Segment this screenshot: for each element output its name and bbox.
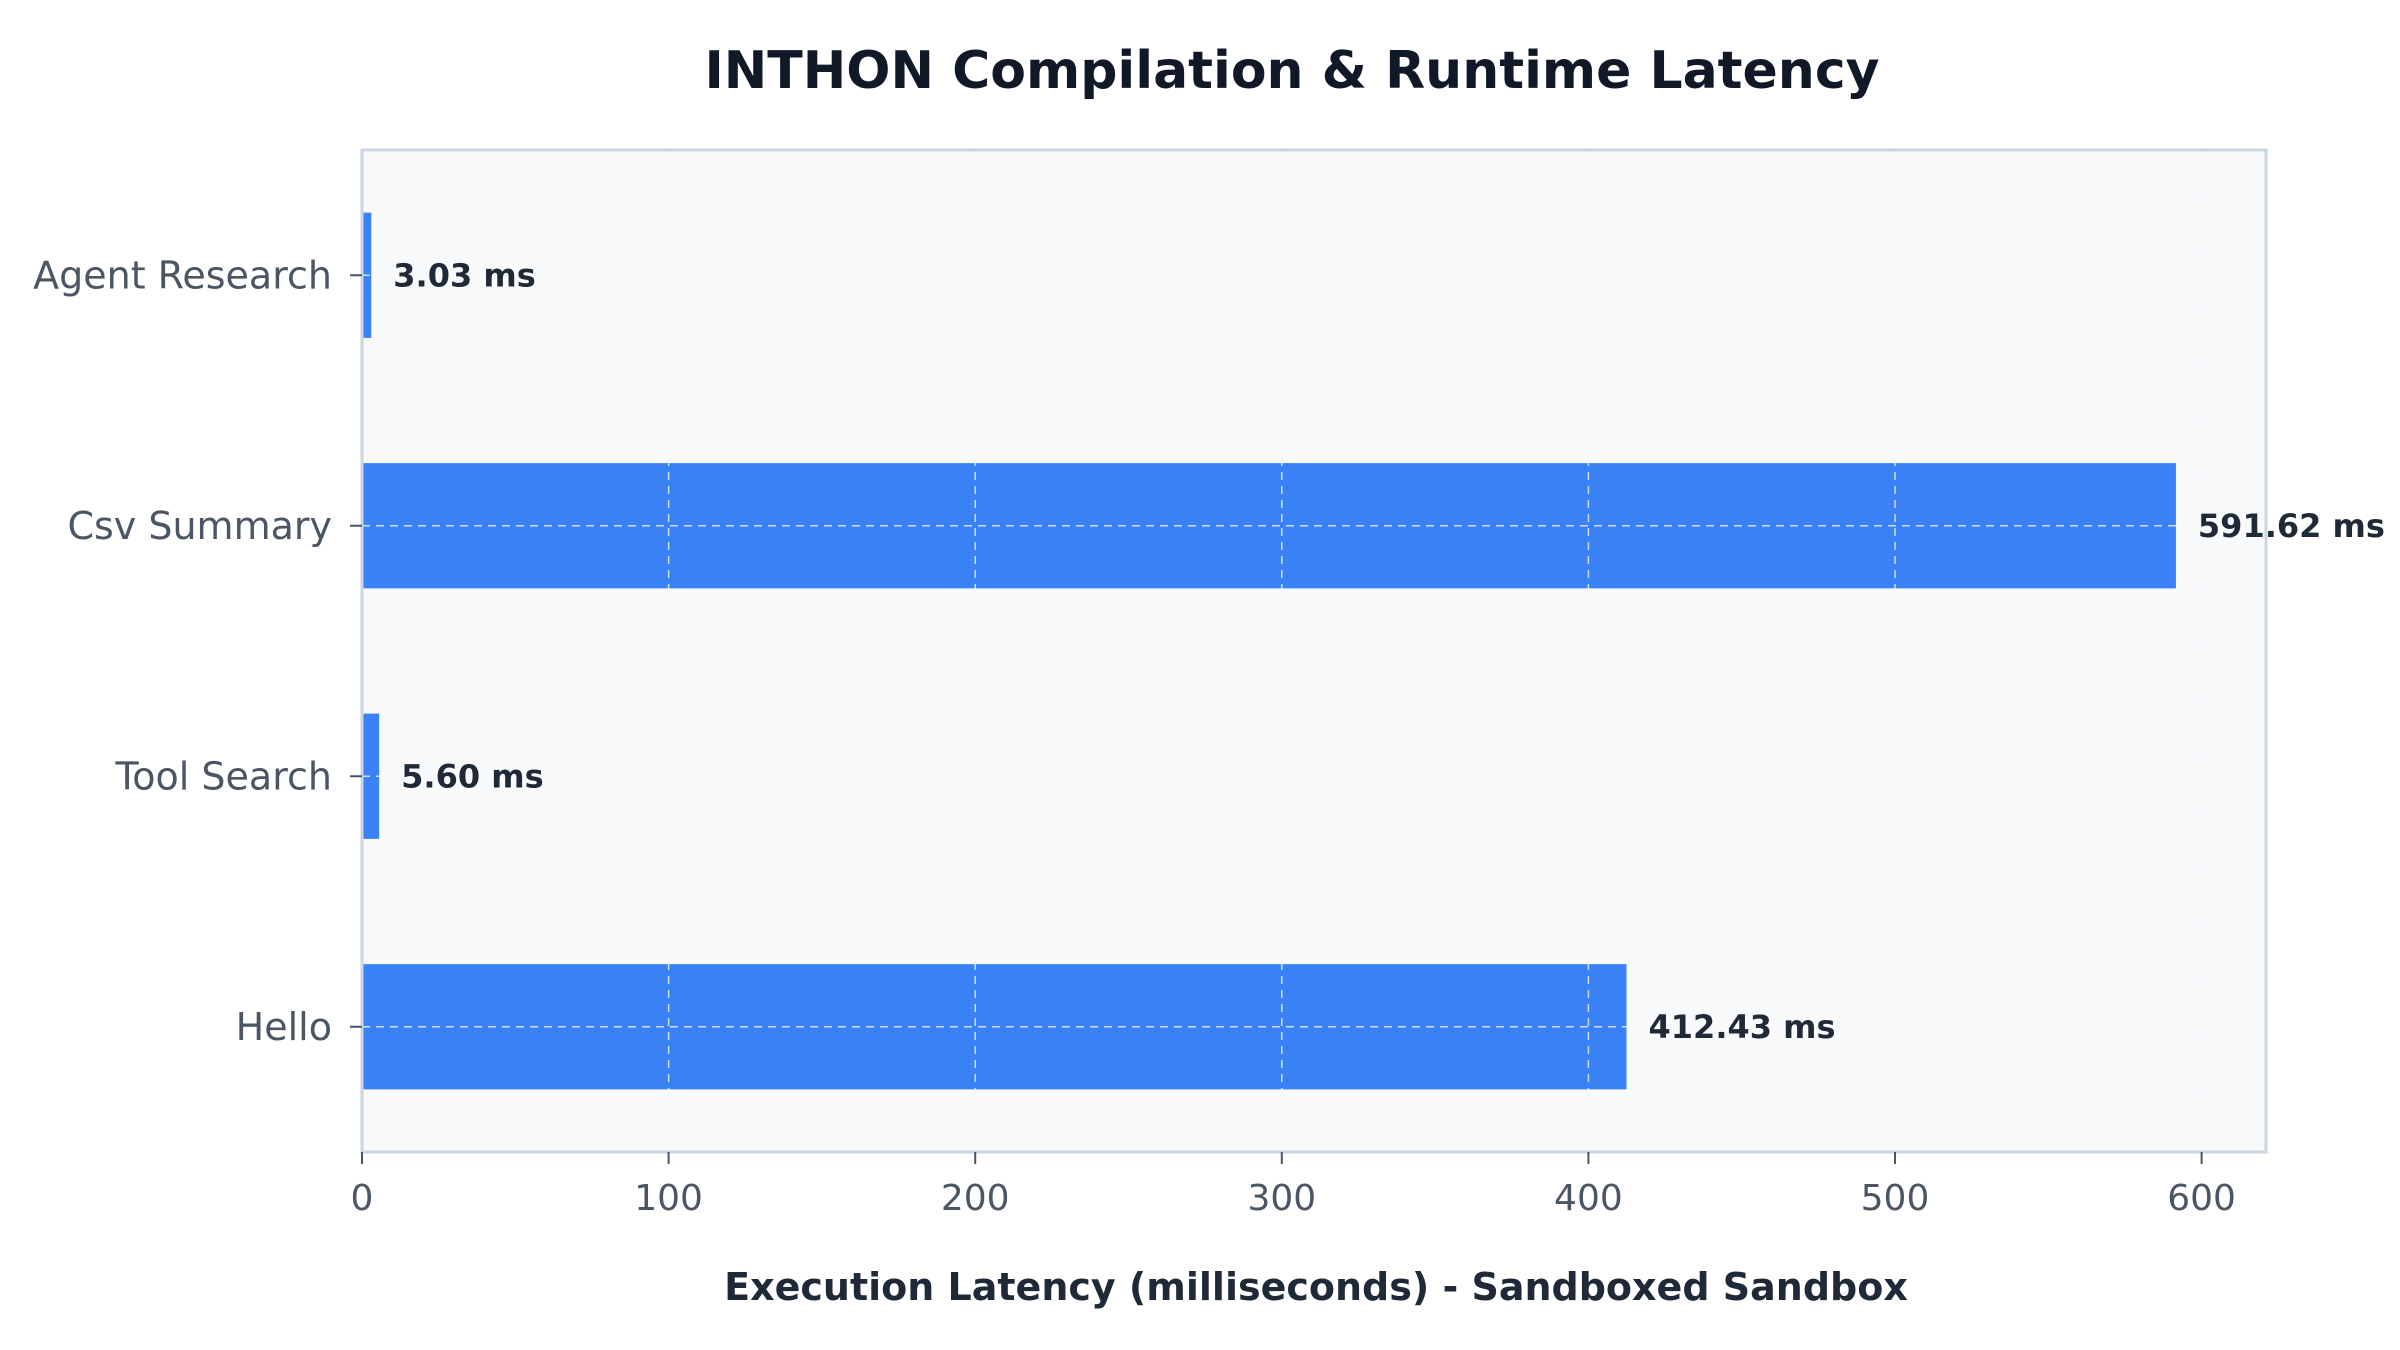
bar [362,463,2176,589]
overlay-grid-lines [362,150,2266,1152]
x-tick-label: 400 [1554,1178,1623,1219]
bar-value-label: 412.43 ms [1649,1008,1836,1046]
x-tick-label: 100 [634,1178,703,1219]
y-axis-ticks: Agent Research Csv Summary Tool Search Hell… [33,253,362,1049]
x-tick-label: 300 [1247,1178,1316,1219]
y-tick-label: Hello [236,1005,332,1049]
data-labels: 3.03 ms 591.62 ms 5.60 ms 412.43 ms [393,256,2385,1046]
y-tick-label: Csv Summary [67,504,332,548]
bar [362,713,380,839]
x-tick-label: 600 [2167,1178,2236,1219]
y-tick-label: Tool Search [115,754,332,798]
chart-title: INTHON Compilation & Runtime Latency [704,41,1879,101]
plot-frame [360,148,2268,1154]
bar-value-label: 5.60 ms [401,757,543,795]
x-axis-ticks: 0 100 200 300 400 500 600 [351,1152,2236,1219]
y-tick-label: Agent Research [33,253,332,297]
bar-value-label: 591.62 ms [2198,507,2385,545]
x-tick-label: 0 [351,1178,374,1219]
bar-value-label: 3.03 ms [393,256,535,294]
x-tick-label: 500 [1861,1178,1930,1219]
x-tick-label: 200 [941,1178,1010,1219]
x-axis-label: Execution Latency (milliseconds) - Sandb… [724,1265,1908,1309]
